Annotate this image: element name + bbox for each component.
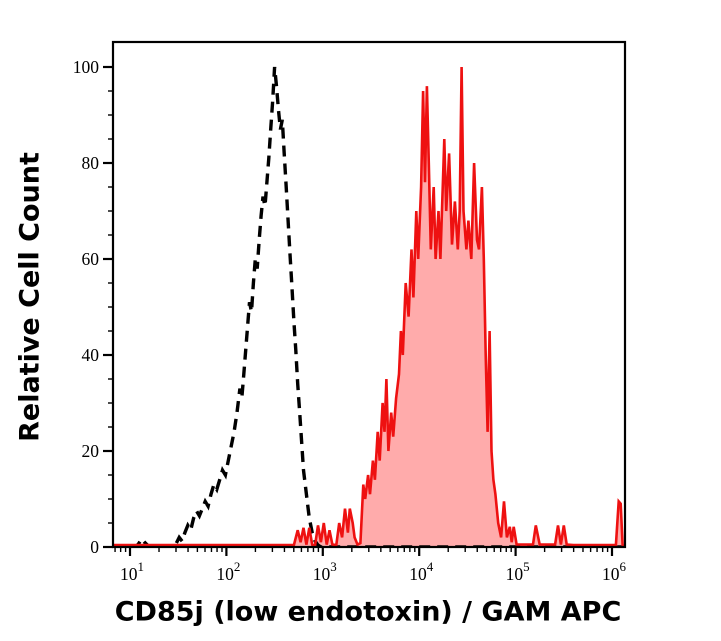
series-layer bbox=[114, 66, 624, 547]
y-tick-label: 40 bbox=[82, 345, 100, 365]
y-tick-label: 20 bbox=[82, 441, 100, 461]
x-tick-label: 102 bbox=[216, 559, 240, 584]
x-tick-label: 105 bbox=[506, 559, 530, 584]
y-tick-label: 60 bbox=[82, 249, 100, 269]
x-tick-label: 104 bbox=[409, 559, 434, 584]
series-0-line bbox=[114, 66, 624, 547]
x-axis-title: CD85j (low endotoxin) / GAM APC bbox=[114, 596, 622, 628]
plot-frame bbox=[111, 40, 627, 549]
series-1-line bbox=[114, 66, 624, 547]
y-axis-title: Relative Cell Count bbox=[14, 152, 46, 442]
y-tick-label: 0 bbox=[90, 537, 99, 557]
y-tick-label: 100 bbox=[73, 57, 100, 77]
x-tick-label: 106 bbox=[602, 559, 627, 584]
x-axis: 101 102 103 104 105 106 bbox=[114, 547, 627, 584]
x-tick-label: 103 bbox=[313, 559, 337, 584]
x-tick-label: 101 bbox=[120, 559, 144, 584]
y-tick-label: 80 bbox=[82, 153, 100, 173]
y-axis: 0 20 40 60 80 100 bbox=[73, 57, 113, 557]
